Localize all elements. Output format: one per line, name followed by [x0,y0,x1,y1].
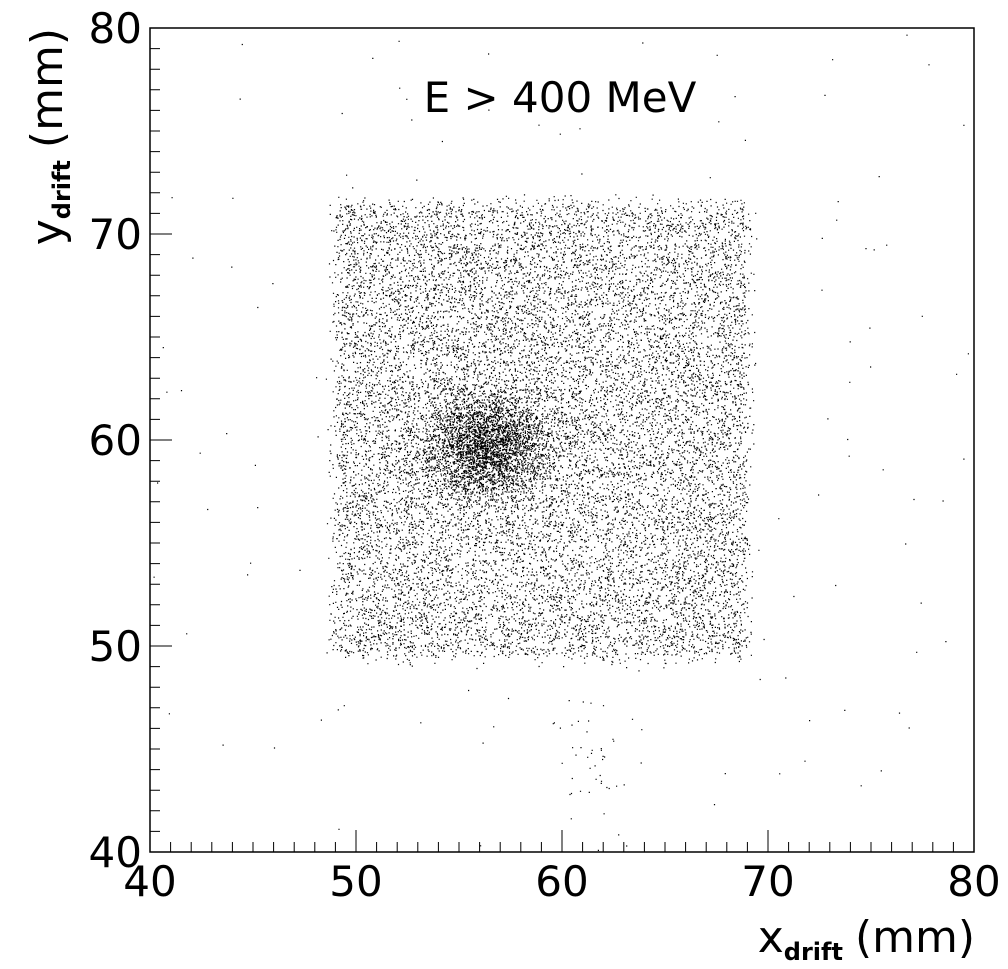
scatter-points [153,34,969,852]
x-tick-label: 40 [123,857,176,906]
y-axis-title-main: y [22,219,73,245]
scatter-marker [153,34,969,852]
svg-text:xdrift(mm): xdrift (mm) [758,912,975,966]
y-axis-title-sub: drift [48,160,76,219]
x-axis-title-main: x [758,912,784,963]
x-tick-label: 70 [741,857,794,906]
x-axis-title-unit: (mm) [855,912,975,963]
y-axis-title: ydrift (mm) [22,28,76,245]
y-tick-label: 50 [89,622,142,671]
y-tick-label: 70 [89,210,142,259]
x-tick-label: 50 [329,857,382,906]
x-tick-label: 60 [535,857,588,906]
y-tick-label: 40 [89,828,142,877]
svg-text:ydrift(mm): ydrift (mm) [22,28,76,245]
y-tick-label: 80 [89,4,142,53]
axis-ticks [149,27,975,853]
y-tick-label: 60 [89,416,142,465]
energy-annotation: E > 400 MeV [424,73,697,122]
x-tick-labels: 40 50 60 70 80 [123,857,1000,906]
plot-frame [149,27,975,853]
x-axis-title: xdrift (mm) [758,912,975,966]
y-tick-labels: 40 50 60 70 80 [89,4,142,877]
x-tick-label: 80 [947,857,1000,906]
tick-marks [149,27,975,853]
x-axis-title-sub: drift [784,938,843,966]
y-axis-title-unit: (mm) [22,28,73,148]
